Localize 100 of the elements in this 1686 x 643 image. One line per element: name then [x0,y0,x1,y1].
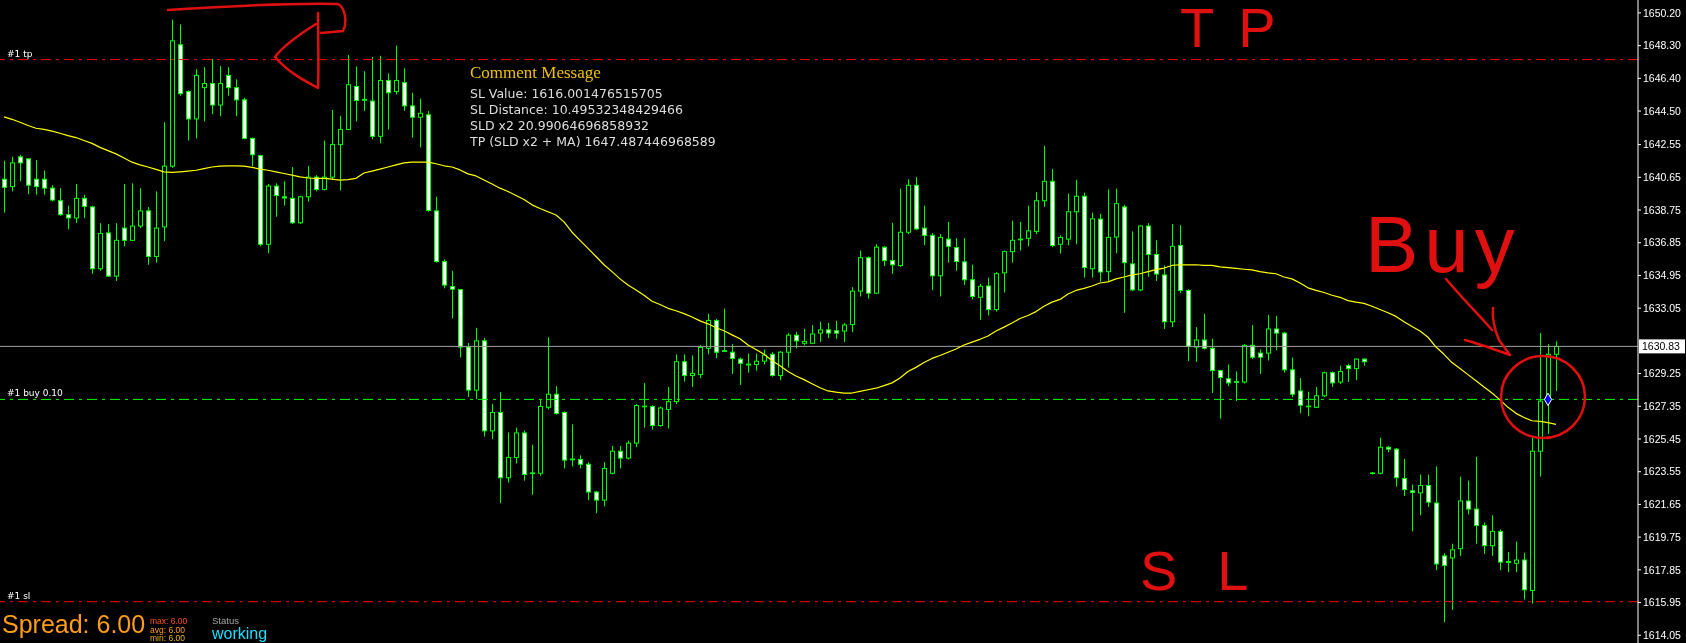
y-tick-label: 1634.95 [1643,269,1682,282]
candlestick [1474,456,1479,545]
candlestick [1074,179,1079,245]
candlestick [530,444,535,496]
candlestick [1354,357,1359,381]
candlestick [274,182,279,218]
candlestick [210,58,215,115]
line-series [3,116,1557,425]
candlestick [1426,473,1431,508]
y-tick-label: 1638.75 [1643,203,1682,216]
candlestick [1514,541,1519,573]
y-tick-label: 1625.45 [1643,432,1682,445]
annotation: Buy [1365,200,1521,289]
candlestick [1554,340,1559,392]
candlestick [42,169,47,196]
candlestick [130,182,135,242]
candlestick [682,353,687,383]
annotation: max: 6.00 [150,616,188,626]
candlestick [954,237,959,272]
candlestick [730,343,735,375]
candlestick [66,205,71,230]
annotation: Comment Message [470,63,601,84]
ref-line-label: #1 sl [7,590,31,601]
annotation: SL [1140,539,1289,602]
candlestick [818,321,823,343]
candlestick [450,270,455,319]
y-tick-label: 1621.65 [1643,498,1682,511]
candlestick [1194,326,1199,363]
annotation: SL Value: 1616.001476515705 [470,86,663,101]
candlestick [786,332,791,368]
candlestick [122,183,127,247]
y-tick-label: 1619.75 [1643,530,1682,543]
candlestick [842,322,847,343]
candlestick [490,403,495,440]
candlestick [10,156,15,192]
candlestick [410,92,415,139]
candlestick [746,352,751,374]
candlestick [202,66,207,122]
candlestick [986,277,991,317]
candlestick [882,245,887,267]
annotation: avg: 6.00 [150,624,185,635]
candlestick [250,137,255,167]
candlestick [74,183,79,224]
candlestick [138,187,143,229]
ref-line-label: #1 tp [7,48,33,59]
y-tick-label: 1627.35 [1643,400,1682,413]
y-tick-label: 1623.55 [1643,465,1682,478]
candlestick [394,45,399,96]
candlestick [1450,543,1455,611]
candlestick [1210,338,1215,394]
y-tick-label: 1648.30 [1643,39,1682,52]
candlestick [778,350,783,381]
candlestick [722,308,727,353]
candlestick [226,66,231,97]
candlestick [1322,371,1327,398]
annotation: min: 6.00 [150,633,185,643]
y-tick-label: 1615.95 [1643,596,1682,609]
candlestick [402,67,407,112]
candlestick [978,283,983,321]
y-tick-label: 1650.20 [1643,6,1682,19]
candlestick [890,222,895,275]
candlestick [1418,473,1423,516]
annotation: TP [1180,0,1300,59]
candlestick [234,78,239,117]
y-tick-label: 1629.25 [1643,367,1682,380]
candlestick [1226,363,1231,387]
candlestick [218,65,223,117]
candlestick [962,237,967,286]
candlestick [322,139,327,192]
y-tick-label: 1617.85 [1643,563,1682,576]
y-tick-label: 1642.55 [1643,138,1682,151]
candlestick [1346,363,1351,383]
candlestick [618,445,623,469]
annotation: SL Distance: 10.49532348429466 [470,102,683,117]
candlestick [1402,458,1407,497]
candlestick [1506,551,1511,573]
candlestick [1250,324,1255,360]
annotation: working [212,625,268,642]
candlestick [1258,348,1263,375]
candlestick [386,72,391,130]
annotation: SLD x2 20.99064696858932 [470,118,650,133]
candlestick [1442,552,1447,623]
candlestick [354,65,359,122]
candlestick [658,405,663,428]
ref-line-label: #1 buy 0.10 [7,388,64,399]
y-tick-label: 1614.05 [1643,628,1682,641]
candlestick [2,160,7,214]
candlestick [1490,514,1495,557]
candlestick [82,194,87,219]
candlestick [18,154,23,182]
candlestick [418,98,423,148]
candlestick [1338,365,1343,385]
y-tick-label: 1640.65 [1643,171,1682,184]
candlestick [738,357,743,386]
candlestick [922,205,927,246]
candlestick [506,431,511,484]
annotation: TP (SLD x2 + MA) 1647.487446968589 [470,134,716,149]
candlestick [338,115,343,192]
candlestick [1274,315,1279,351]
candlestick [1018,221,1023,251]
